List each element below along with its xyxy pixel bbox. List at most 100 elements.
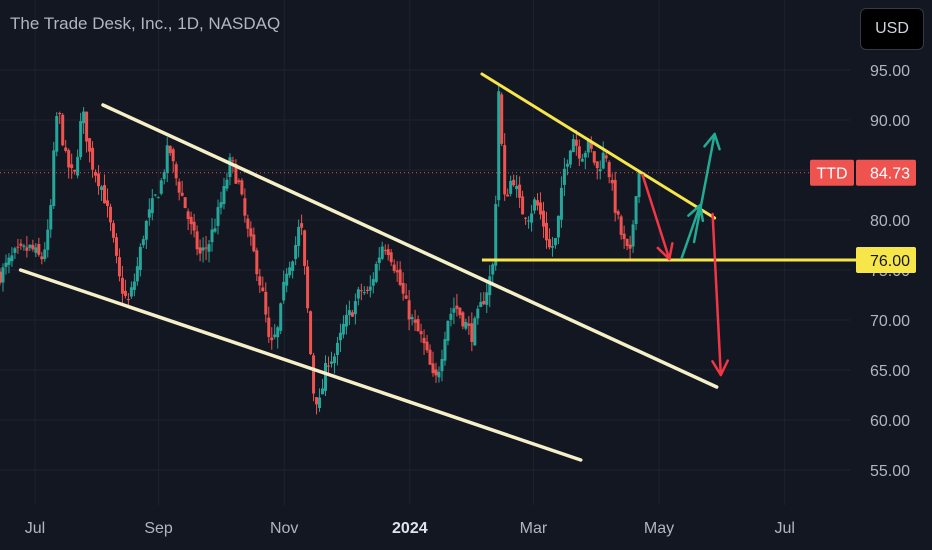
candle-body xyxy=(610,179,614,184)
candle-body xyxy=(85,111,89,142)
y-tick-label: 70.00 xyxy=(870,313,910,330)
candle-body xyxy=(580,158,584,162)
candle-body xyxy=(616,211,620,215)
candle-body xyxy=(386,249,390,256)
candle-body xyxy=(204,247,208,249)
candle-body xyxy=(120,277,124,294)
candle-body xyxy=(13,248,17,253)
y-tick-label: 95.00 xyxy=(870,63,910,80)
candle-body xyxy=(374,263,378,282)
candle-body xyxy=(297,226,301,246)
candle-body xyxy=(82,111,86,124)
candle-body xyxy=(58,112,62,115)
candle-body xyxy=(252,234,256,252)
candle-body xyxy=(470,323,474,342)
candle-body xyxy=(279,303,283,331)
candle-body xyxy=(401,282,405,294)
candle-body xyxy=(634,196,638,224)
candle-body xyxy=(129,287,133,297)
candle-body xyxy=(261,287,265,292)
candle-body xyxy=(264,291,268,315)
candle-body xyxy=(135,266,139,282)
candle-body xyxy=(482,301,486,305)
candle-body xyxy=(568,150,572,165)
candle-body xyxy=(141,239,145,246)
candle-body xyxy=(186,211,190,219)
candle-body xyxy=(521,196,525,215)
candle-body xyxy=(604,155,608,159)
candle-body xyxy=(392,264,396,271)
candle-body xyxy=(16,246,20,248)
candle-body xyxy=(37,243,41,255)
candle-body xyxy=(601,152,605,169)
candle-body xyxy=(100,186,104,190)
candle-body xyxy=(383,250,387,252)
candle-body xyxy=(467,323,471,326)
candle-body xyxy=(150,198,154,214)
candle-body xyxy=(7,257,11,265)
candle-body xyxy=(530,213,534,223)
grid xyxy=(0,0,850,505)
candle-body xyxy=(171,149,175,162)
candle-body xyxy=(398,269,402,285)
candle-body xyxy=(189,216,193,225)
candle-body xyxy=(452,308,456,313)
candle-body xyxy=(213,228,217,232)
candle-body xyxy=(67,150,71,168)
support-tag-label: 76.00 xyxy=(870,253,910,270)
candle-body xyxy=(276,327,280,338)
candle-body xyxy=(231,160,235,162)
candle-body xyxy=(246,218,250,229)
bearish-arrow-1 xyxy=(641,173,671,261)
candle-body xyxy=(249,228,253,237)
candle-body xyxy=(303,230,307,266)
candle-body xyxy=(407,300,411,320)
candle-body xyxy=(123,290,127,297)
bullish-arrow-2-head xyxy=(703,132,721,151)
candle-body xyxy=(494,204,498,266)
last-price-tag-bg xyxy=(856,159,916,186)
candle-body xyxy=(416,319,420,332)
candle-body xyxy=(365,289,369,292)
candle-body xyxy=(165,145,169,173)
currency-button[interactable]: USD xyxy=(860,8,924,50)
candle-body xyxy=(404,295,408,299)
candle-body xyxy=(34,247,38,253)
candle-body xyxy=(625,238,629,247)
candle-body xyxy=(174,164,178,179)
x-tick-label: 2024 xyxy=(392,520,428,537)
candle-body xyxy=(318,397,322,408)
candle-body xyxy=(300,223,304,228)
chart-title: The Trade Desk, Inc., 1D, NASDAQ xyxy=(10,14,281,33)
candle-body xyxy=(410,317,414,320)
candle-body xyxy=(31,244,35,250)
candle-body xyxy=(628,244,632,249)
x-tick-label: Jul xyxy=(25,520,45,537)
candle-body xyxy=(234,163,238,184)
channel-upper-line xyxy=(101,103,719,389)
candle-body xyxy=(619,216,623,235)
candle-body xyxy=(613,179,617,213)
candle-body xyxy=(198,247,202,254)
candle-body xyxy=(106,200,110,207)
candle-body xyxy=(61,114,65,146)
candle-body xyxy=(79,121,83,157)
candle-body xyxy=(539,202,543,215)
candle-body xyxy=(431,363,435,374)
bullish-arrow-2 xyxy=(692,132,716,244)
candle-body xyxy=(40,256,44,260)
candle-body xyxy=(556,215,560,238)
time-axis[interactable]: Jul Sep Nov 2024 Mar May Jul xyxy=(25,520,795,537)
candle-body xyxy=(637,172,641,198)
candle-body xyxy=(225,179,229,189)
candle-body xyxy=(622,233,626,240)
candle-body xyxy=(309,311,313,355)
candle-body xyxy=(312,355,316,394)
candle-body xyxy=(455,305,459,309)
candle-body xyxy=(527,220,531,222)
candle-body xyxy=(440,359,444,372)
x-tick-label: Mar xyxy=(520,520,548,537)
candle-body xyxy=(425,341,429,351)
bullish-arrow-1 xyxy=(680,203,702,260)
